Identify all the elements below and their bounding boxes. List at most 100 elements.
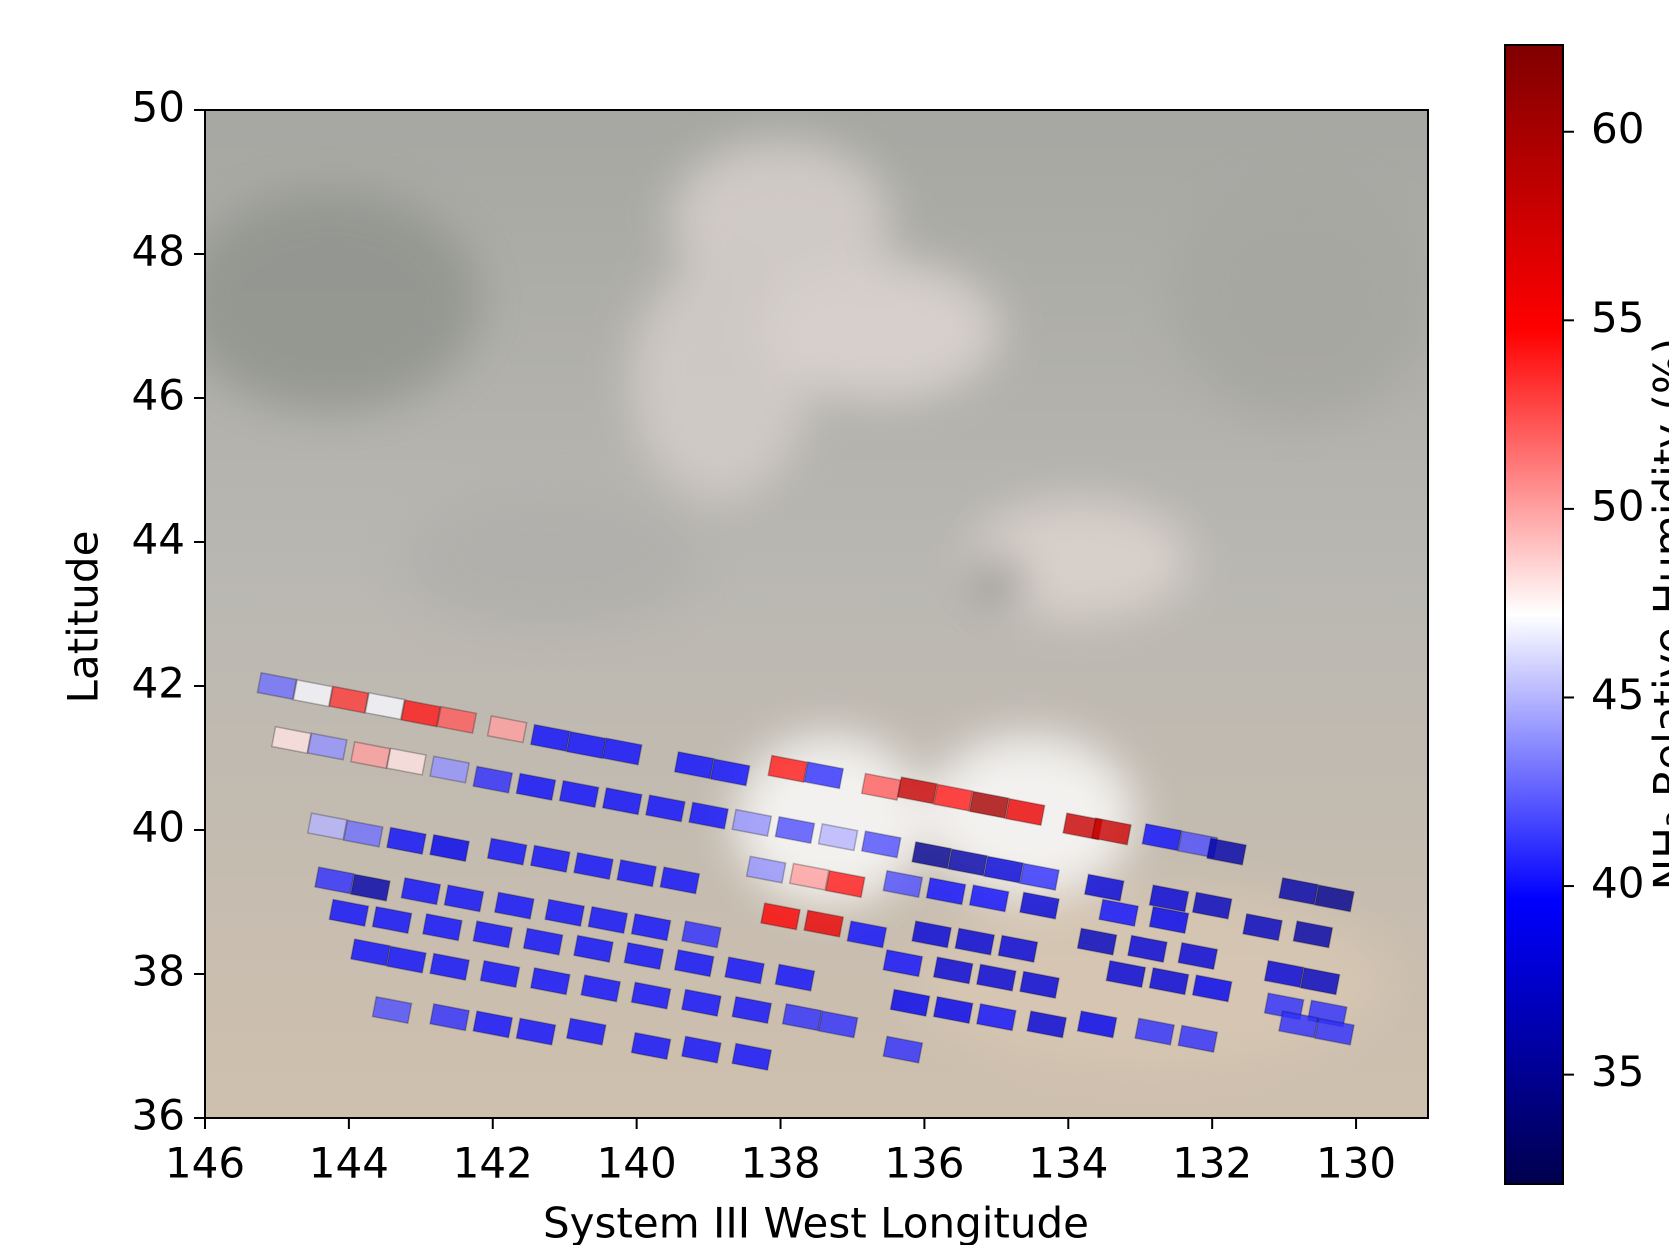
humidity-tile — [350, 740, 391, 770]
plot-frame — [204, 109, 1429, 1119]
humidity-tile — [558, 779, 600, 809]
humidity-tile — [932, 956, 974, 985]
humidity-tile — [688, 801, 730, 830]
colorbar-label: NH₃ Relative Humidity (%) — [1645, 338, 1669, 890]
humidity-tile — [724, 956, 765, 985]
x-tick-label: 134 — [1028, 1139, 1108, 1188]
x-axis-label: System III West Longitude — [543, 1199, 1089, 1245]
humidity-tile — [544, 898, 586, 927]
humidity-tile — [882, 1035, 924, 1064]
humidity-tile — [623, 941, 665, 971]
colorbar-tick-label: 35 — [1591, 1047, 1644, 1096]
humidity-tile — [889, 988, 931, 1017]
humidity-tile — [1314, 884, 1355, 913]
y-tick-label: 44 — [132, 515, 185, 564]
humidity-tile — [817, 823, 859, 852]
humidity-tile — [486, 837, 528, 866]
humidity-tile — [954, 927, 996, 956]
humidity-tile — [1148, 884, 1190, 913]
y-tick-label: 50 — [132, 83, 185, 132]
humidity-tile — [1314, 1017, 1355, 1046]
humidity-tile — [587, 905, 629, 935]
humidity-tile — [328, 898, 370, 927]
humidity-tile — [911, 920, 953, 949]
humidity-tile — [270, 725, 312, 755]
humidity-tile — [1019, 970, 1060, 999]
humidity-tile — [429, 952, 471, 981]
humidity-tile — [314, 866, 355, 895]
humidity-tile — [781, 1003, 823, 1032]
humidity-tile — [846, 920, 888, 949]
humidity-tile — [731, 995, 773, 1025]
humidity-tile — [947, 848, 989, 877]
humidity-tile — [306, 732, 348, 761]
humidity-tile — [803, 761, 845, 790]
humidity-tile — [1148, 967, 1190, 996]
humidity-tile — [573, 851, 614, 881]
humidity-tile — [968, 884, 1010, 913]
humidity-tile — [529, 967, 571, 996]
humidity-tile — [932, 783, 974, 812]
humidity-tile — [788, 862, 830, 891]
humidity-tile — [673, 949, 715, 978]
humidity-tile — [860, 772, 902, 801]
humidity-tile — [817, 1010, 859, 1039]
humidity-tile — [774, 815, 816, 845]
humidity-tile — [1278, 1010, 1319, 1039]
humidity-tile — [386, 945, 427, 974]
humidity-tile — [1083, 873, 1125, 902]
x-tick-label: 144 — [309, 1139, 389, 1188]
humidity-tile — [644, 794, 686, 823]
humidity-tile — [256, 671, 298, 701]
humidity-tile — [364, 692, 406, 721]
y-tick-label: 40 — [132, 803, 185, 852]
humidity-tile — [616, 859, 658, 888]
humidity-tile — [371, 905, 413, 935]
humidity-tile — [630, 1031, 672, 1061]
humidity-tile — [472, 920, 514, 949]
humidity-tile — [983, 855, 1024, 884]
humidity-tile — [429, 755, 471, 784]
humidity-tile — [673, 751, 715, 780]
humidity-tile — [529, 844, 571, 873]
y-tick-label: 42 — [132, 659, 185, 708]
humidity-tile — [1091, 817, 1132, 846]
humidity-tile — [774, 963, 816, 992]
humidity-tile — [601, 787, 643, 816]
humidity-tile — [472, 765, 514, 794]
humidity-tile — [767, 754, 809, 783]
x-tick-label: 136 — [884, 1139, 964, 1188]
humidity-tile — [731, 1042, 773, 1071]
humidity-tile — [1105, 959, 1147, 989]
humidity-tile — [436, 705, 478, 734]
humidity-tile — [429, 833, 471, 863]
humidity-tile — [659, 866, 701, 895]
humidity-tile — [371, 995, 413, 1025]
humidity-tile — [975, 963, 1017, 992]
humidity-tile — [493, 891, 535, 920]
humidity-tile — [1292, 920, 1334, 949]
humidity-tile — [522, 927, 564, 956]
x-tick-label: 138 — [740, 1139, 820, 1188]
humidity-tile — [342, 819, 384, 848]
humidity-tile — [1019, 891, 1060, 920]
humidity-tile — [1278, 877, 1319, 906]
humidity-tile — [601, 737, 643, 766]
x-tick-label: 130 — [1316, 1139, 1396, 1188]
colorbar-tick-label: 45 — [1591, 670, 1644, 719]
humidity-tile — [1263, 959, 1305, 989]
humidity-tile — [573, 934, 614, 963]
humidity-tile — [429, 1003, 471, 1032]
humidity-tile — [1134, 1017, 1176, 1046]
humidity-tile — [580, 974, 622, 1003]
colorbar — [1504, 44, 1564, 1185]
humidity-tile — [1206, 837, 1247, 866]
humidity-tile — [1076, 1010, 1118, 1039]
humidity-tile — [824, 869, 866, 899]
humidity-tile — [350, 873, 391, 902]
humidity-tile — [680, 988, 722, 1017]
colorbar-tick-label: 40 — [1591, 859, 1644, 908]
humidity-tile — [882, 869, 924, 899]
y-tick-label: 38 — [132, 947, 185, 996]
x-tick-label: 132 — [1172, 1139, 1252, 1188]
